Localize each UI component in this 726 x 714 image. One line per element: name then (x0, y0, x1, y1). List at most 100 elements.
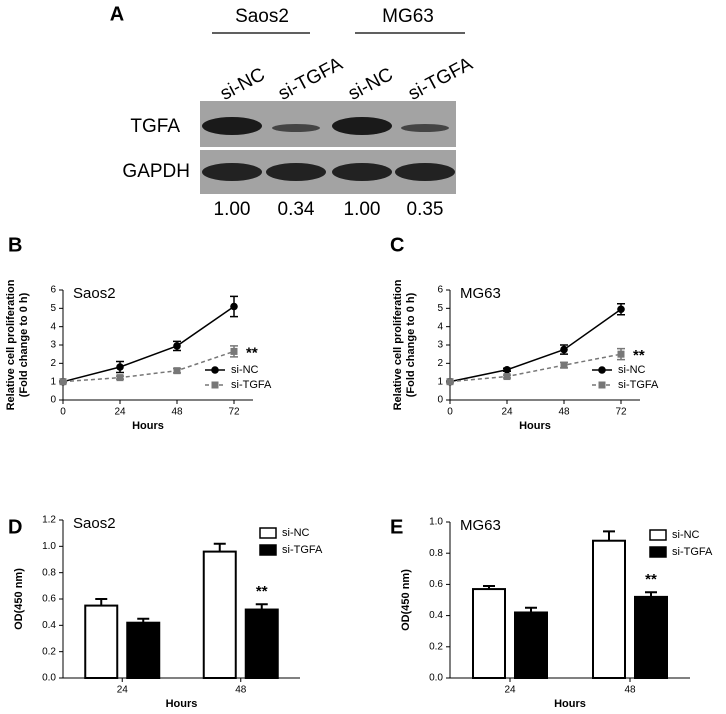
point (173, 367, 181, 375)
lane-label: si-TGFA (275, 53, 347, 104)
lane-label: si-TGFA (405, 53, 477, 104)
x-tick-label: 0 (447, 407, 453, 418)
x-tick-label: 0 (60, 407, 66, 418)
x-tick-label: 72 (228, 407, 240, 418)
panel-label: D (8, 516, 22, 538)
bar (592, 539, 626, 679)
point (230, 347, 238, 355)
point (116, 363, 124, 371)
error-bar (603, 530, 615, 541)
y-tick-label: 0.6 (429, 579, 443, 590)
point (503, 365, 511, 374)
point (617, 305, 625, 314)
legend-label: si-TGFA (282, 544, 323, 556)
panel-label: B (8, 234, 22, 256)
legend-label: si-NC (231, 364, 259, 376)
y-tick-label: 1.0 (429, 517, 443, 528)
chart-title: Saos2 (73, 515, 116, 532)
quantification: 0.34 (278, 199, 315, 220)
error-bar (95, 598, 108, 606)
y-axis-title: Relative cell proliferation (392, 279, 404, 410)
y-tick-label: 0.4 (42, 620, 56, 631)
legend-marker (211, 366, 219, 374)
x-axis-title: Hours (166, 698, 198, 710)
y-tick-label: 5 (437, 303, 443, 314)
legend-marker (598, 366, 606, 374)
y-tick-label: 1.2 (42, 515, 56, 526)
legend-swatch (649, 529, 667, 541)
point (560, 345, 568, 354)
point (446, 378, 454, 386)
x-axis-title: Hours (519, 420, 551, 432)
y-tick-label: 0.6 (42, 594, 56, 605)
annotation: ** (633, 347, 645, 364)
x-tick-label: 48 (171, 407, 183, 418)
y-axis-title: Relative cell proliferation (5, 279, 17, 410)
y-tick-label: 4 (50, 321, 56, 332)
legend-label: si-NC (282, 527, 310, 539)
x-tick-label: 24 (117, 685, 129, 696)
point (560, 361, 568, 369)
bar (472, 588, 506, 680)
y-axis-title: OD(450 nm) (13, 568, 25, 630)
y-axis-title: (Fold change to 0 h) (405, 292, 417, 397)
row-label: GAPDH (122, 161, 190, 182)
x-tick-label: 48 (558, 407, 570, 418)
y-tick-label: 5 (50, 303, 56, 314)
quantification: 1.00 (344, 199, 381, 220)
y-tick-label: 4 (437, 321, 443, 332)
bar (244, 608, 279, 679)
y-tick-label: 0.0 (42, 673, 56, 684)
chart-title: MG63 (460, 517, 501, 534)
legend-swatch (259, 544, 277, 556)
y-tick-label: 2 (437, 358, 443, 369)
y-tick-label: 0.8 (429, 548, 443, 559)
bar (202, 550, 237, 679)
y-tick-label: 6 (437, 285, 443, 296)
y-tick-label: 1 (437, 376, 443, 387)
quantification: 1.00 (214, 199, 251, 220)
point (230, 302, 238, 311)
x-axis-title: Hours (554, 698, 586, 710)
y-tick-label: 3 (50, 340, 56, 351)
group-label: MG63 (382, 6, 434, 27)
annotation: ** (256, 583, 268, 600)
series-line (62, 305, 235, 383)
x-tick-label: 24 (504, 685, 516, 696)
chart-title: MG63 (460, 285, 501, 302)
y-axis-title: (Fold change to 0 h) (18, 292, 30, 397)
y-tick-label: 0.8 (42, 567, 56, 578)
point (617, 350, 625, 358)
legend-marker (598, 381, 606, 389)
point (59, 378, 67, 386)
y-tick-label: 0.0 (429, 673, 443, 684)
y-tick-label: 0.4 (429, 610, 443, 621)
legend-label: si-TGFA (618, 379, 659, 391)
legend-label: si-NC (672, 529, 700, 541)
bar (634, 595, 668, 680)
legend-marker (211, 381, 219, 389)
annotation: ** (246, 344, 258, 361)
panel-label: A (110, 3, 124, 25)
y-tick-label: 6 (50, 285, 56, 296)
series-line (62, 350, 235, 383)
row-label: TGFA (130, 116, 180, 137)
lane-label: si-NC (345, 64, 397, 105)
lane-label: si-NC (217, 64, 269, 105)
point (503, 373, 511, 381)
series-line (449, 353, 622, 383)
legend-label: si-TGFA (231, 379, 272, 391)
y-tick-label: 3 (437, 340, 443, 351)
x-tick-label: 48 (235, 685, 247, 696)
y-tick-label: 2 (50, 358, 56, 369)
legend-label: si-TGFA (672, 546, 713, 558)
bar (514, 611, 548, 679)
x-tick-label: 24 (501, 407, 513, 418)
annotation: ** (645, 571, 657, 588)
y-tick-label: 1 (50, 376, 56, 387)
panel-label: C (390, 234, 404, 256)
error-bar (213, 542, 226, 552)
x-axis-title: Hours (132, 420, 164, 432)
legend-label: si-NC (618, 364, 646, 376)
